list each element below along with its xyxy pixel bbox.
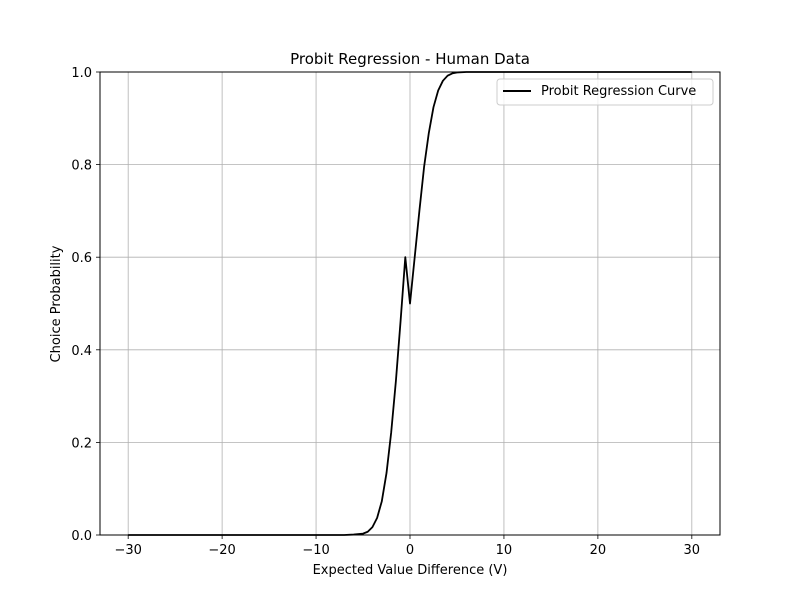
- x-axis-label: Expected Value Difference (V): [313, 563, 508, 578]
- y-tick-label: 0.2: [71, 436, 92, 451]
- x-tick-label: −30: [114, 543, 141, 558]
- legend-label: Probit Regression Curve: [541, 84, 696, 99]
- chart-title: Probit Regression - Human Data: [290, 50, 530, 68]
- ticks: −30 −20 −10 0 10 20 30 0.0 0.2 0.4 0.6 0.8 1.0: [71, 66, 700, 558]
- y-tick-label: 0.6: [71, 251, 92, 266]
- x-tick-label: 10: [496, 543, 513, 558]
- x-tick-label: 20: [590, 543, 607, 558]
- x-tick-label: 30: [684, 543, 701, 558]
- y-tick-label: 1.0: [71, 66, 92, 81]
- y-axis-label: Choice Probability: [49, 245, 64, 362]
- y-tick-label: 0.4: [71, 344, 92, 359]
- x-tick-label: 0: [406, 543, 414, 558]
- y-tick-label: 0.0: [71, 529, 92, 544]
- legend-box: [496, 78, 714, 106]
- legend: Probit Regression Curve: [496, 78, 714, 106]
- x-tick-label: −10: [302, 543, 329, 558]
- x-tick-label: −20: [208, 543, 235, 558]
- y-tick-label: 0.8: [71, 159, 92, 174]
